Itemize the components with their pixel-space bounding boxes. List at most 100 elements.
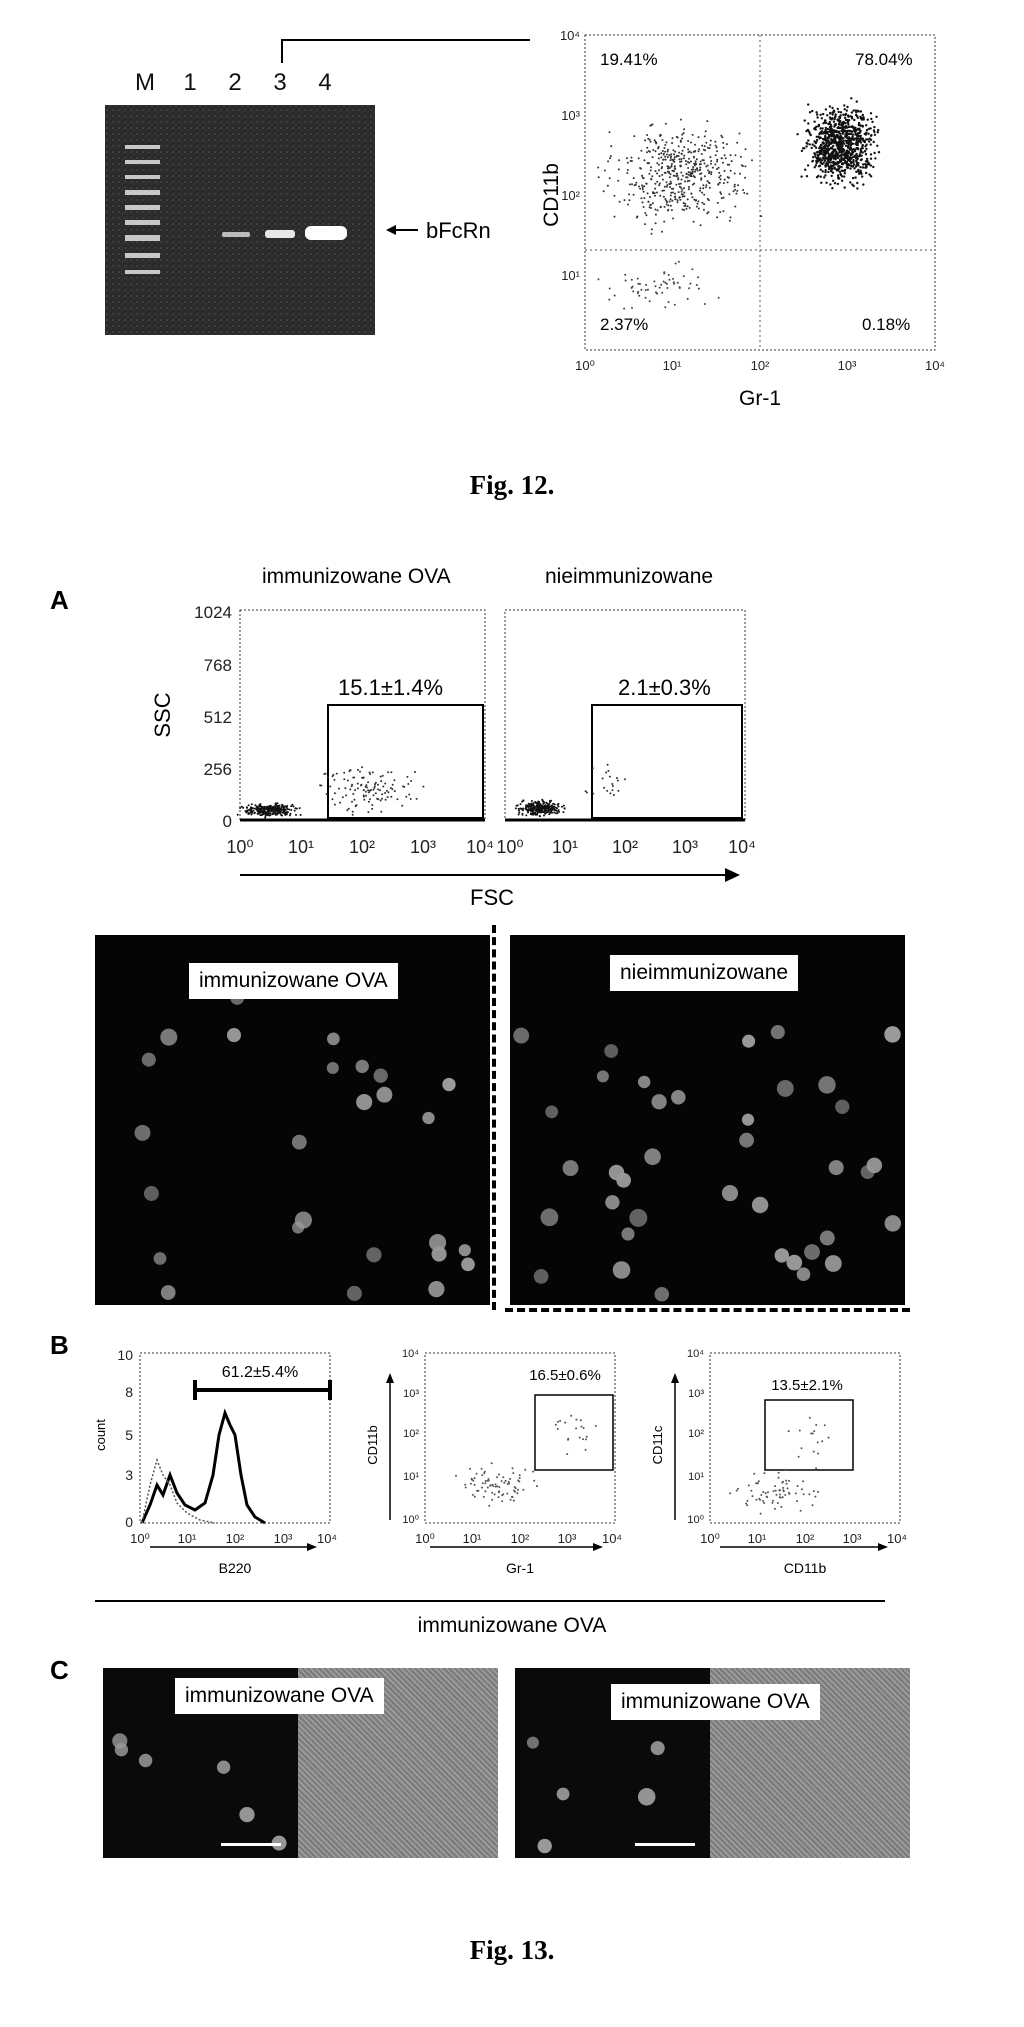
scatter-dot [851,165,854,168]
scatter-dot [653,139,656,142]
scatter-dot [815,156,818,160]
x-tick: 10⁴ [925,358,945,373]
scatter-dot [648,138,651,141]
scatter-dot [264,815,267,817]
scatter-dot [631,306,633,309]
scatter-dot [849,132,853,135]
scatter-dot [855,146,858,150]
scatter-dot [390,771,393,774]
scatter-dot [861,124,864,128]
scatter-dot [473,1483,476,1486]
scatter-dot [796,1500,798,1503]
scatter-dot [371,771,374,774]
scatter-dot [656,162,659,165]
scatter-dot [608,131,611,134]
scatter-dot [836,182,840,186]
scatter-dot [711,166,714,169]
scatter-dot [532,802,535,805]
scatter-dot [664,306,667,309]
x-tick: 10¹ [178,1531,197,1546]
scatter-dot [349,788,352,791]
scatter-dot [695,284,698,286]
scatter-dot [855,160,858,163]
scatter-dot [551,811,553,814]
scatter-dot [681,174,684,177]
scatter-dot [855,170,858,173]
x-tick: 10⁴ [317,1531,337,1546]
scatter-dot [514,1487,517,1490]
scatter-dot [843,186,846,189]
scatter-dot [840,169,844,172]
scatter-dot [660,167,663,170]
scatter-dot [846,105,849,109]
scatter-dot [760,1494,763,1496]
scatter-dot [828,120,831,124]
cell [356,1094,373,1111]
scatter-dot [247,804,250,807]
scatter-dot [575,1427,578,1430]
scatter-dot [329,785,332,788]
scatter-dot [363,798,366,801]
scatter-dot [368,771,371,774]
scatter-dot [833,167,836,170]
scatter-dot [276,802,279,805]
scatter-dot [391,788,394,791]
scatter-dot [258,804,261,807]
scatter-dot [623,307,626,310]
cell [134,1124,151,1141]
scatter-dot [842,153,845,157]
scatter-dot [820,152,823,155]
scatter-dot [664,281,667,284]
scatter-dot [814,164,818,167]
scatter-dot [372,794,375,797]
scatter-dot [869,143,872,146]
scatter-dot [617,789,620,792]
scatter-dot [657,157,660,160]
scatter-dot [685,173,688,176]
scatter-dot [642,177,645,180]
scatter-dot [718,181,721,184]
scatter-dot [286,810,289,813]
scatter-dot [557,802,560,805]
scatter-dot [818,136,821,139]
scatter-dot [683,128,686,131]
y-tick: 10⁴ [560,28,580,43]
scatter-dot [734,205,737,208]
scatter-dot [656,180,659,183]
scatter-dot [700,153,703,155]
scatter-dot [780,1505,783,1508]
confocal-image-right: immunizowane OVA [515,1668,910,1858]
scatter-dot [671,199,674,202]
scatter-dot [772,1490,775,1493]
scatter-dot [263,807,266,809]
scatter-dot [651,202,654,205]
scatter-dot [703,203,706,206]
scatter-dot [606,763,609,766]
scatter-dot [823,138,826,142]
scatter-dot [551,808,554,811]
scatter-dot [531,809,534,812]
scatter-dot [835,168,838,171]
scatter-dot [807,122,810,125]
cell [742,1034,756,1048]
scatter-dot [606,789,609,792]
scatter-dot [669,180,672,183]
scatter-dot [700,178,703,181]
scatter-dot [535,804,538,807]
scatter-dot [702,159,705,162]
scatter-dot [644,212,647,214]
scatter-dot [320,784,323,787]
scatter-dot [855,129,858,132]
panel-letter-a: A [50,585,69,615]
scatter-dot [835,136,839,139]
scatter-dot [827,167,831,171]
scatter-dot [696,167,698,170]
scatter-dot [662,195,665,198]
scatter-dot [295,813,297,816]
scatter-dot [746,1504,749,1507]
scatter-dot [554,1423,557,1426]
dot1-y-label: CD11b [365,1425,380,1465]
y-tick: 10² [561,188,580,203]
scatter-dot [717,166,720,169]
scatter-dot [843,116,847,120]
